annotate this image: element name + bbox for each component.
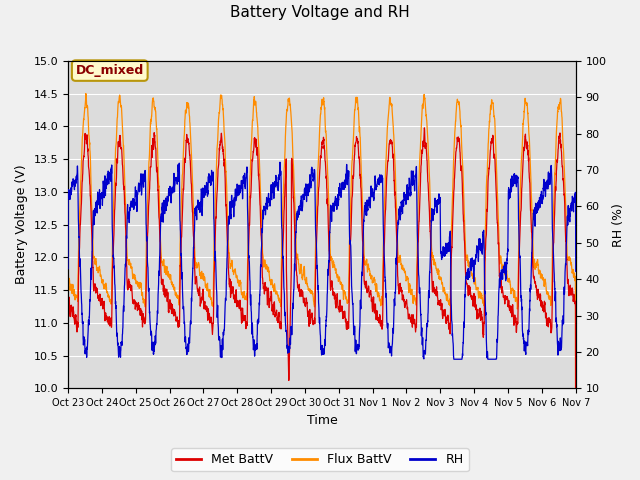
RH <box>276 159 284 165</box>
X-axis label: Time: Time <box>307 414 337 427</box>
RH <box>450 356 458 362</box>
Text: Battery Voltage and RH: Battery Voltage and RH <box>230 5 410 20</box>
Met BattV <box>420 125 428 131</box>
RH <box>508 189 515 194</box>
RH <box>281 312 289 318</box>
RH <box>562 248 570 254</box>
Met BattV <box>152 157 160 163</box>
Met BattV <box>122 236 130 242</box>
Line: Flux BattV: Flux BattV <box>68 94 576 480</box>
RH <box>572 268 580 274</box>
Legend: Met BattV, Flux BattV, RH: Met BattV, Flux BattV, RH <box>172 448 468 471</box>
Flux BattV <box>122 216 130 222</box>
Flux BattV <box>259 252 267 258</box>
Met BattV <box>281 194 289 200</box>
Line: RH: RH <box>68 162 576 359</box>
RH <box>259 214 266 219</box>
Y-axis label: RH (%): RH (%) <box>612 203 625 247</box>
Flux BattV <box>281 153 289 158</box>
Text: DC_mixed: DC_mixed <box>76 64 144 77</box>
Flux BattV <box>82 91 90 96</box>
RH <box>64 266 72 272</box>
RH <box>122 255 130 261</box>
Flux BattV <box>562 209 570 215</box>
Flux BattV <box>508 290 515 296</box>
RH <box>152 328 160 334</box>
Flux BattV <box>152 120 160 125</box>
Line: Met BattV: Met BattV <box>68 128 576 480</box>
Met BattV <box>562 238 570 244</box>
Met BattV <box>259 276 266 282</box>
Y-axis label: Battery Voltage (V): Battery Voltage (V) <box>15 165 28 285</box>
Met BattV <box>508 304 515 310</box>
